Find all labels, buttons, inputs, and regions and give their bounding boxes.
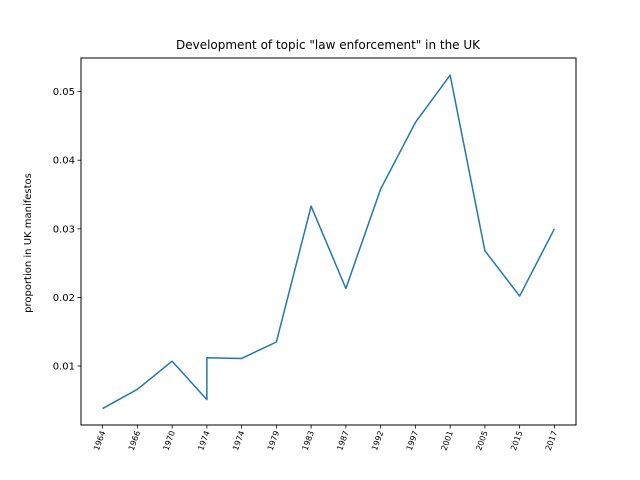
y-axis-label: proportion in UK manifestos bbox=[23, 173, 34, 313]
data-point bbox=[241, 358, 243, 360]
chart-title: Development of topic "law enforcement" i… bbox=[176, 38, 481, 52]
y-tick-label: 0.04 bbox=[53, 156, 75, 167]
data-point bbox=[171, 360, 173, 362]
y-tick-label: 0.05 bbox=[53, 87, 75, 98]
data-point bbox=[345, 288, 347, 290]
data-point bbox=[449, 74, 451, 76]
data-point bbox=[519, 295, 521, 297]
series-line bbox=[102, 74, 556, 410]
y-tick-label: 0.01 bbox=[53, 362, 75, 373]
data-point bbox=[554, 228, 556, 230]
data-point bbox=[484, 250, 486, 252]
y-tick-label: 0.03 bbox=[53, 224, 75, 235]
data-point bbox=[415, 122, 417, 124]
data-point bbox=[310, 205, 312, 207]
data-point bbox=[137, 389, 139, 391]
data-point bbox=[276, 341, 278, 343]
data-point bbox=[206, 399, 208, 401]
data-point bbox=[102, 408, 104, 410]
axes-frame bbox=[80, 57, 577, 426]
data-point bbox=[380, 188, 382, 190]
data-point bbox=[206, 357, 208, 359]
y-tick-label: 0.02 bbox=[53, 293, 75, 304]
